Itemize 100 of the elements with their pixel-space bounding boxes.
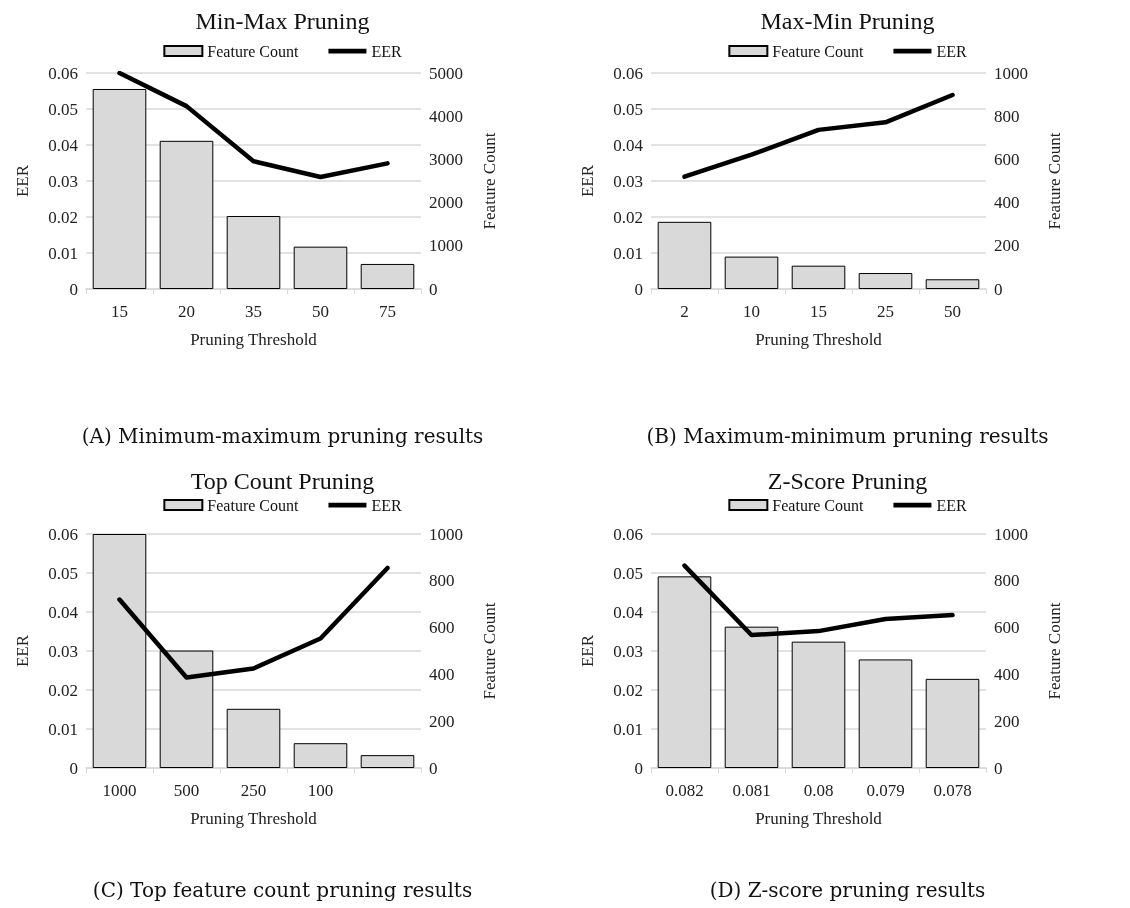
y2-tick-label: 800	[994, 571, 1020, 591]
y2-tick-label: 1000	[994, 63, 1028, 83]
y-tick-label: 0.01	[48, 243, 78, 263]
y2-axis-title: Feature Count	[480, 132, 499, 230]
y2-tick-label: 200	[429, 711, 455, 731]
y-tick-label: 0.04	[48, 602, 79, 622]
y-tick-label: 0	[634, 758, 643, 778]
y2-tick-label: 400	[429, 664, 455, 684]
x-tick-label: 250	[240, 781, 267, 800]
x-tick-label: 0.079	[866, 781, 905, 800]
x-tick-label: 50	[944, 302, 961, 321]
y-tick-label: 0.05	[613, 563, 643, 583]
y2-axis-title: Feature Count	[1045, 602, 1064, 700]
y-tick-label: 0.02	[48, 207, 78, 227]
x-tick-label: 2	[680, 302, 689, 321]
y-tick-label: 0	[634, 279, 643, 299]
y2-axis-title: Feature Count	[480, 602, 499, 700]
y2-tick-label: 600	[994, 149, 1020, 169]
y-tick-label: 0.04	[48, 135, 79, 155]
y2-tick-label: 0	[429, 279, 438, 299]
y-tick-label: 0.06	[613, 63, 643, 83]
y-tick-label: 0.04	[613, 135, 644, 155]
text: (D) Z-score pruning results	[709, 878, 986, 902]
x-axis-title: Pruning Threshold	[190, 330, 318, 349]
chart-title: Top Count Pruning	[190, 468, 375, 494]
legend-label: EER	[371, 42, 402, 60]
y-axis-title: EER	[13, 634, 32, 668]
chart-title: Min-Max Pruning	[195, 8, 370, 34]
x-tick-label: 100	[307, 781, 334, 800]
x-tick-label: 15	[810, 302, 827, 321]
y-tick-label: 0.03	[613, 641, 643, 661]
text: (C) Top feature count pruning results	[92, 878, 473, 902]
text: (A) Minimum-maximum pruning results	[81, 424, 484, 448]
y2-tick-label: 600	[994, 618, 1020, 638]
x-tick-label: 15	[111, 302, 128, 321]
y-axis-title: EER	[578, 164, 597, 198]
y2-tick-label: 400	[994, 664, 1020, 684]
y2-tick-label: 200	[994, 711, 1020, 731]
y-tick-label: 0.03	[48, 171, 78, 191]
legend-label: EER	[936, 42, 967, 60]
y-tick-label: 0	[69, 279, 78, 299]
y2-tick-label: 800	[994, 106, 1020, 126]
y2-tick-label: 0	[994, 758, 1003, 778]
x-axis-title: Pruning Threshold	[755, 330, 883, 349]
legend-label: Feature Count	[772, 496, 864, 514]
x-tick-label: 50	[312, 302, 329, 321]
y2-tick-label: 200	[994, 236, 1020, 256]
y-tick-label: 0.06	[48, 63, 78, 83]
y-tick-label: 0.05	[48, 99, 78, 119]
x-tick-label: 75	[379, 302, 396, 321]
y2-tick-label: 1000	[429, 236, 463, 256]
line-series	[682, 92, 955, 179]
legend-label: Feature Count	[207, 42, 299, 60]
x-tick-label: 1000	[102, 781, 137, 800]
x-tick-label: 25	[877, 302, 894, 321]
y2-tick-label: 5000	[429, 63, 463, 83]
y-tick-label: 0.05	[48, 563, 78, 583]
y2-tick-label: 1000	[994, 524, 1028, 544]
y2-tick-label: 400	[994, 193, 1020, 213]
x-axis-title: Pruning Threshold	[190, 809, 318, 828]
y-tick-label: 0	[69, 758, 78, 778]
x-tick-label: 35	[245, 302, 262, 321]
y-tick-label: 0.02	[48, 680, 78, 700]
x-tick-label: 0.08	[803, 781, 834, 800]
y2-tick-label: 2000	[429, 193, 463, 213]
x-tick-label: 500	[173, 781, 200, 800]
legend-label: EER	[936, 496, 967, 514]
x-tick-label: 10	[743, 302, 760, 321]
y-tick-label: 0.04	[613, 602, 644, 622]
y-tick-label: 0.05	[613, 99, 643, 119]
y-axis-title: EER	[13, 164, 32, 198]
y-tick-label: 0.06	[613, 524, 643, 544]
y2-tick-label: 4000	[429, 106, 463, 126]
x-axis-title: Pruning Threshold	[755, 809, 883, 828]
y-tick-label: 0.02	[613, 680, 643, 700]
y2-tick-label: 600	[429, 618, 455, 638]
text: (B) Maximum-minimum pruning results	[646, 424, 1049, 448]
legend-label: EER	[371, 496, 402, 514]
y-tick-label: 0.06	[48, 524, 78, 544]
x-tick-label: 20	[178, 302, 195, 321]
y2-tick-label: 0	[994, 279, 1003, 299]
y-tick-label: 0.02	[613, 207, 643, 227]
y2-tick-label: 800	[429, 571, 455, 591]
y-tick-label: 0.01	[48, 719, 78, 739]
legend-label: Feature Count	[772, 42, 864, 60]
y2-tick-label: 3000	[429, 149, 463, 169]
y-axis-title: EER	[578, 634, 597, 668]
x-tick-label: 0.081	[732, 781, 771, 800]
chart-title: Z-Score Pruning	[767, 468, 928, 494]
y2-axis-title: Feature Count	[1045, 132, 1064, 230]
x-tick-label: 0.078	[933, 781, 972, 800]
legend-label: Feature Count	[207, 496, 299, 514]
y-tick-label: 0.03	[48, 641, 78, 661]
y-tick-label: 0.01	[613, 243, 643, 263]
y-tick-label: 0.03	[613, 171, 643, 191]
y2-tick-label: 0	[429, 758, 438, 778]
y-tick-label: 0.01	[613, 719, 643, 739]
y2-tick-label: 1000	[429, 524, 463, 544]
chart-title: Max-Min Pruning	[760, 8, 935, 34]
x-tick-label: 0.082	[665, 781, 704, 800]
